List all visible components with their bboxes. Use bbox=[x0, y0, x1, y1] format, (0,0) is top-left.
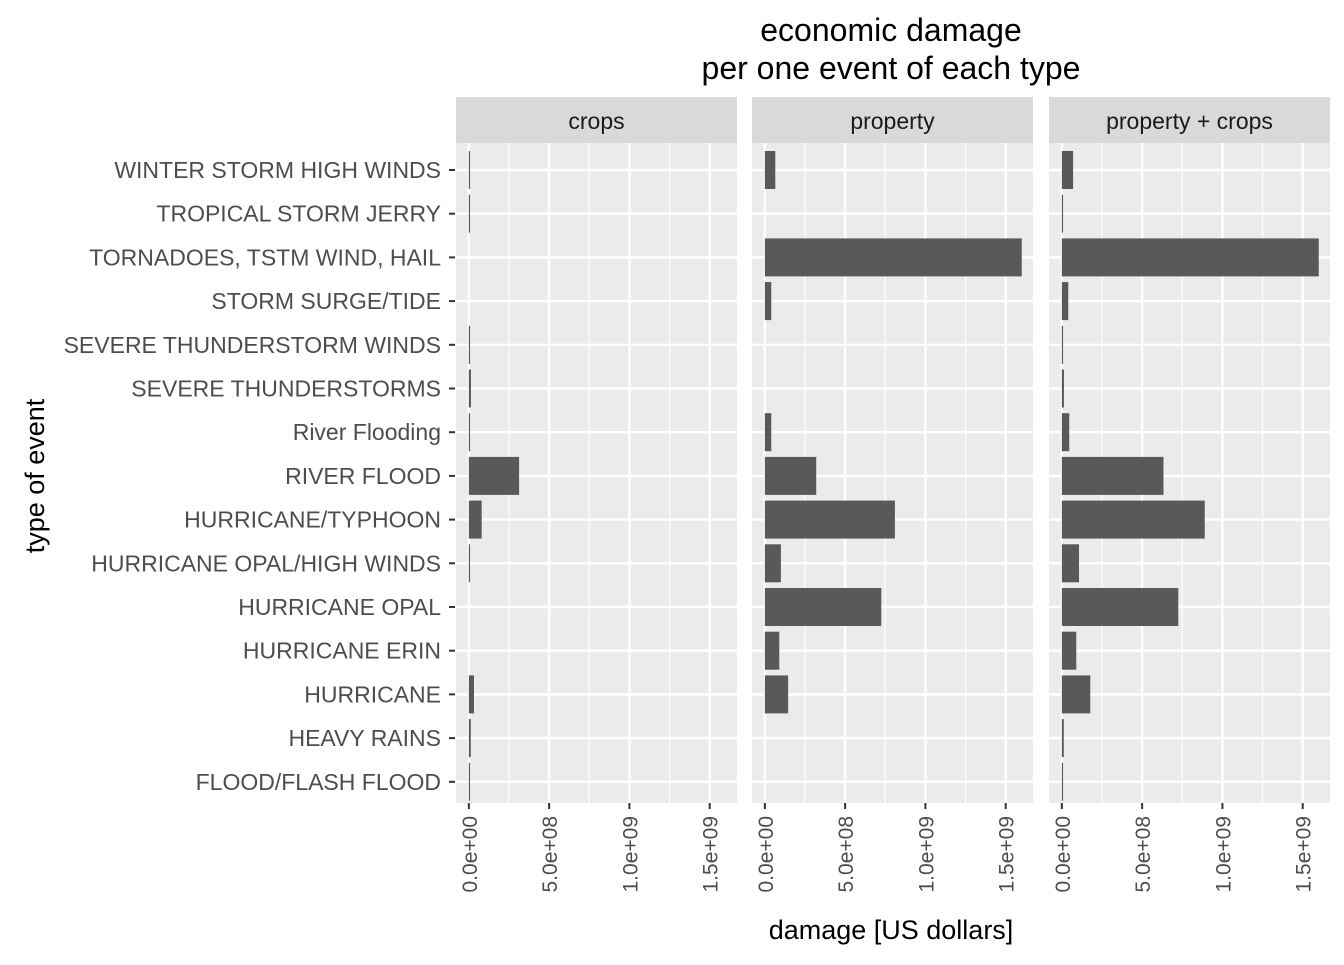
bar bbox=[764, 631, 780, 670]
y-tick-label: SEVERE THUNDERSTORM WINDS bbox=[64, 332, 441, 358]
y-tick-label: HEAVY RAINS bbox=[288, 725, 441, 751]
bar bbox=[468, 413, 471, 452]
x-axis-label: damage [US dollars] bbox=[769, 915, 1014, 945]
y-tick-label: RIVER FLOOD bbox=[285, 463, 441, 489]
bar bbox=[764, 456, 817, 495]
y-tick-label: HURRICANE OPAL/HIGH WINDS bbox=[91, 550, 441, 576]
facet-panel-property-crops: property + crops 0.0e+00 5.0e+08 1.0e+09 1.5… bbox=[1049, 97, 1330, 893]
bar bbox=[468, 151, 471, 189]
bar bbox=[1061, 675, 1091, 714]
bar bbox=[764, 238, 1022, 277]
bar bbox=[1061, 369, 1064, 408]
y-tick-label: River Flooding bbox=[293, 419, 441, 445]
bar bbox=[468, 675, 474, 714]
y-tick-label: SEVERE THUNDERSTORMS bbox=[131, 376, 441, 402]
y-tick-label: HURRICANE bbox=[304, 681, 441, 707]
y-tick-label: FLOOD/FLASH FLOOD bbox=[196, 769, 441, 795]
bar bbox=[468, 719, 471, 758]
x-tick-label: 5.0e+08 bbox=[835, 816, 858, 893]
chart-title-line-2: per one event of each type bbox=[702, 50, 1081, 86]
bar bbox=[1061, 588, 1179, 626]
facet-strip bbox=[456, 97, 737, 143]
x-tick-label: 0.0e+00 bbox=[1052, 816, 1075, 893]
bar bbox=[1061, 238, 1319, 277]
bar bbox=[468, 194, 471, 233]
bar bbox=[1061, 194, 1064, 233]
bar bbox=[1061, 544, 1080, 583]
y-axis-label: type of event bbox=[20, 398, 50, 553]
bar bbox=[764, 282, 772, 321]
x-tick-label: 1.0e+09 bbox=[1212, 816, 1235, 893]
x-tick-label: 5.0e+08 bbox=[539, 816, 562, 893]
bar bbox=[764, 675, 789, 714]
y-tick-label: TORNADOES, TSTM WIND, HAIL bbox=[89, 244, 441, 270]
bar bbox=[1061, 500, 1205, 539]
facet-panel-property: property 0.0e+00 5.0e+08 1.0e+09 1.5e+09 bbox=[752, 97, 1033, 893]
bar bbox=[1061, 631, 1077, 670]
facet-strip-label: property + crops bbox=[1106, 108, 1273, 134]
x-tick-label: 1.5e+09 bbox=[700, 816, 723, 893]
x-tick-label: 1.5e+09 bbox=[996, 816, 1019, 893]
facet-strip bbox=[752, 97, 1033, 143]
y-tick-label: HURRICANE/TYPHOON bbox=[184, 507, 441, 533]
bar bbox=[1061, 151, 1074, 189]
x-tick-label: 1.5e+09 bbox=[1293, 816, 1316, 893]
y-tick-label: TROPICAL STORM JERRY bbox=[156, 201, 441, 227]
y-tick-label: HURRICANE OPAL bbox=[238, 594, 441, 620]
facet-strip bbox=[1049, 97, 1330, 143]
bar bbox=[468, 500, 482, 539]
facet-panel-crops: crops 0.0e+00 5.0e+08 1.0e+09 1.5e+09 bbox=[456, 97, 737, 893]
bar bbox=[764, 588, 882, 626]
bar bbox=[1061, 413, 1070, 452]
x-tick-label: 1.0e+09 bbox=[915, 816, 938, 893]
x-tick-label: 0.0e+00 bbox=[755, 816, 778, 893]
x-tick-label: 5.0e+08 bbox=[1132, 816, 1155, 893]
y-tick-label: STORM SURGE/TIDE bbox=[211, 288, 441, 314]
bar bbox=[764, 544, 781, 583]
chart-title-line-1: economic damage bbox=[760, 12, 1021, 48]
x-tick-label: 1.0e+09 bbox=[619, 816, 642, 893]
plot-area: WINTER STORM HIGH WINDS TROPICAL STORM JE… bbox=[64, 97, 1330, 893]
bar bbox=[764, 151, 776, 189]
bar bbox=[1061, 762, 1064, 801]
facet-strip-label: crops bbox=[568, 108, 624, 134]
bar bbox=[1061, 325, 1064, 364]
x-tick-label: 0.0e+00 bbox=[459, 816, 482, 893]
bar bbox=[1061, 456, 1164, 495]
facet-strip-label: property bbox=[850, 108, 935, 134]
bar bbox=[468, 762, 471, 801]
bar bbox=[468, 369, 471, 408]
bar bbox=[1061, 719, 1064, 758]
bar bbox=[764, 500, 895, 539]
bar bbox=[468, 325, 471, 364]
y-tick-label: HURRICANE ERIN bbox=[243, 638, 441, 664]
bar bbox=[468, 544, 471, 583]
y-tick-label: WINTER STORM HIGH WINDS bbox=[114, 157, 441, 183]
bar bbox=[764, 413, 772, 452]
bar bbox=[1061, 282, 1069, 321]
bar bbox=[468, 456, 520, 495]
